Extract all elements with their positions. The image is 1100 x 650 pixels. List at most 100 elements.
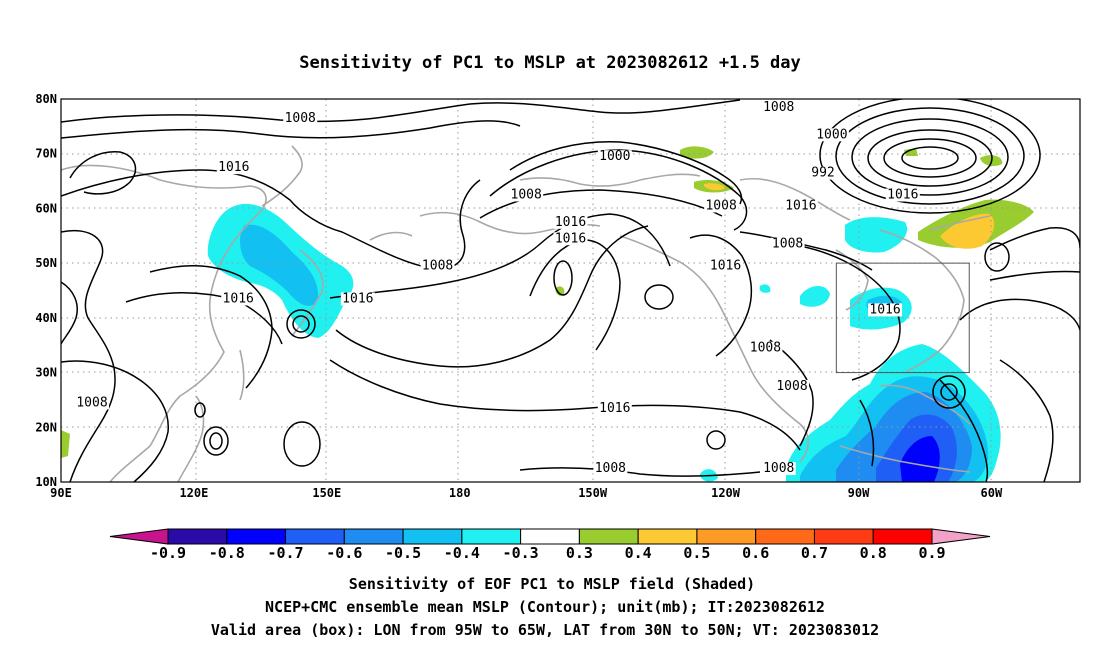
japan-low-ring-2	[292, 315, 310, 333]
shade-arctic-green-1	[680, 146, 714, 159]
contour-label: 992	[811, 166, 834, 181]
contour-label: 1008	[511, 187, 542, 202]
contour-label: 1016	[869, 302, 900, 317]
contour-label-bg	[783, 199, 818, 213]
colorbar-segment	[813, 528, 874, 545]
contour-label: 1008	[705, 198, 736, 213]
shade-pacific-green	[555, 286, 565, 296]
contour-label: 1016	[887, 187, 918, 202]
contour-label-bg	[597, 401, 632, 415]
colorbar-label: -0.3	[503, 544, 539, 562]
atlantic-low-ring-6	[901, 146, 959, 170]
shade-gulf-core	[900, 436, 940, 482]
contour-pacific-high-inner	[529, 239, 621, 351]
colorbar-segment	[520, 528, 580, 545]
contour-asia-2	[61, 281, 78, 345]
atlantic-low-ring-5	[883, 138, 977, 178]
contour-label: 1016	[555, 231, 586, 246]
contour-label: 1008	[595, 461, 626, 476]
contour-label: 1000	[816, 127, 847, 142]
contour-1008-south	[519, 467, 761, 477]
shade-hudson-cyan	[845, 217, 908, 253]
atlantic-low-ring-4	[867, 129, 993, 187]
contour-label: 1008	[285, 111, 316, 126]
colorbar-label: -0.6	[326, 544, 362, 562]
colorbar-label: -0.4	[444, 544, 480, 562]
contour-label-bg	[814, 128, 849, 142]
contour-asia-trough	[61, 229, 116, 482]
contour-gulf-1008	[769, 339, 814, 447]
contour-label-bg	[810, 166, 837, 180]
atlantic-low-ring-3	[851, 118, 1009, 196]
contour-label: 1016	[223, 291, 254, 306]
longitude-labels: 90E 120E 150E 180 150W 120W 90W 60W	[50, 486, 1003, 500]
sensitivity-shading	[61, 146, 1034, 482]
contour-label: 1008	[76, 395, 107, 410]
lat-label: 80N	[35, 92, 57, 106]
lat-label: 40N	[35, 311, 57, 325]
shade-japan-blue	[239, 224, 319, 306]
mslp-contours	[61, 99, 1080, 482]
lat-label: 50N	[35, 256, 57, 270]
lon-label: 180	[449, 486, 471, 500]
lon-label: 60W	[981, 486, 1003, 500]
contour-label: 1016	[555, 215, 586, 230]
lat-label: 10N	[35, 475, 57, 489]
lat-lon-grid	[61, 99, 1080, 482]
contour-label: 1016	[710, 259, 741, 274]
contour-arctic-outer	[479, 189, 723, 219]
atlantic-low-ring-2	[835, 107, 1025, 205]
colorbar-segment	[226, 528, 287, 545]
contour-label-bg	[704, 199, 739, 213]
caribbean-low-ring-1	[932, 375, 966, 409]
contour-label-bg	[553, 215, 588, 229]
contour-label-bg	[868, 303, 903, 317]
pressure-centers	[194, 99, 1041, 467]
lat-label: 70N	[35, 147, 57, 161]
contour-arctic-1008	[489, 149, 748, 231]
colorbar-label: 0.3	[566, 544, 593, 562]
caribbean-low-ring-2	[940, 383, 958, 401]
small-eddy-2	[984, 242, 1010, 272]
shade-greenland-orange	[940, 213, 995, 249]
contour-na-1016	[689, 234, 753, 357]
shade-arctic-yellow	[704, 183, 726, 191]
colorbar-label: -0.5	[385, 544, 421, 562]
caption-line-2: NCEP+CMC ensemble mean MSLP (Contour); u…	[265, 598, 825, 616]
contour-label-bg	[420, 259, 455, 273]
contour-label: 1016	[342, 291, 373, 306]
contour-label-bg	[340, 292, 375, 306]
colorbar-segment	[167, 528, 228, 545]
contour-label-bg	[221, 292, 256, 306]
pacific-small-high	[553, 260, 573, 296]
contour-arctic-1000	[509, 141, 743, 205]
contour-east-6	[859, 399, 875, 467]
contour-label-bg	[75, 396, 110, 410]
pacific-east-high	[644, 284, 674, 310]
contour-label: 1000	[599, 149, 630, 164]
contour-label: 1016	[785, 198, 816, 213]
scs-ring-1	[203, 426, 229, 456]
contour-label-bg	[283, 111, 318, 125]
colorbar-label: -0.8	[209, 544, 245, 562]
colorbar-label: 0.7	[801, 544, 828, 562]
contour-pacific-high-outer	[335, 225, 649, 368]
lon-label: 120E	[179, 486, 208, 500]
colorbar-segment	[696, 528, 757, 545]
contour-na-1008	[739, 231, 873, 271]
contour-label: 1008	[750, 341, 781, 356]
colorbar-segment	[402, 528, 463, 545]
contour-east-ne	[989, 226, 1080, 251]
map-title: Sensitivity of PC1 to MSLP at 2023082612…	[299, 53, 801, 73]
shade-scs-green	[61, 430, 70, 458]
contour-east-3	[959, 298, 1080, 331]
contour-label: 1008	[422, 259, 453, 274]
colorbar-label: -0.7	[267, 544, 303, 562]
contour-label-bg	[593, 462, 628, 476]
colorbar-label: 0.6	[742, 544, 769, 562]
scs-ring-2	[209, 432, 223, 450]
contour-label-bg	[216, 161, 251, 175]
contour-label-bg	[748, 341, 783, 355]
small-eddy-1	[194, 402, 206, 418]
